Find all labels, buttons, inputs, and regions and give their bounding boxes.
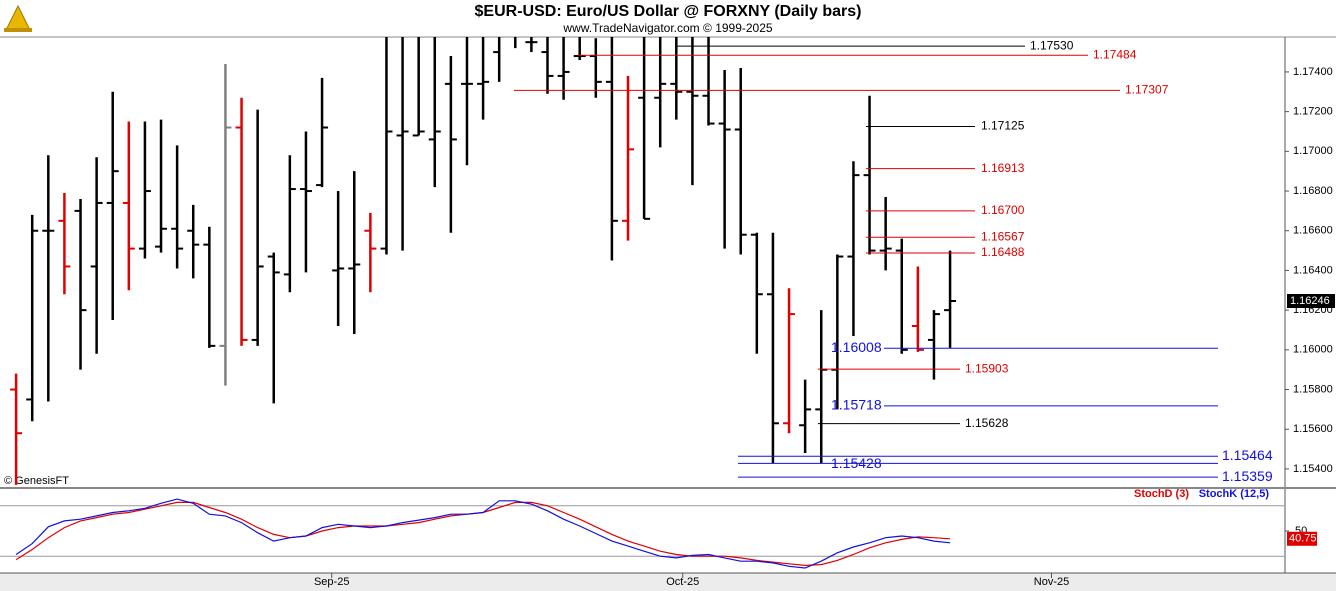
y-tick-label: 1.16000 xyxy=(1293,344,1333,356)
y-tick-label: 1.16800 xyxy=(1293,185,1333,197)
last-value-box xyxy=(1287,531,1317,546)
y-tick-label: 1.17000 xyxy=(1293,145,1333,157)
last-price-label: 1.16246 xyxy=(1290,295,1330,307)
level-label: 1.15359 xyxy=(1222,468,1273,484)
level-label: 1.17530 xyxy=(1030,38,1074,52)
y-tick-label: 1.15800 xyxy=(1293,383,1333,395)
level-label: 1.17125 xyxy=(981,119,1025,133)
price-panel xyxy=(10,37,957,485)
level-label: 1.15903 xyxy=(965,361,1009,375)
level-label: 1.17307 xyxy=(1125,83,1169,97)
y-tick-label: 1.16400 xyxy=(1293,264,1333,276)
level-label: 1.15464 xyxy=(1222,447,1273,463)
level-label: 1.16567 xyxy=(981,229,1025,243)
y-tick-label: 1.15400 xyxy=(1293,463,1333,475)
level-label: 1.16488 xyxy=(981,245,1025,259)
x-tick-label: Nov-25 xyxy=(1034,576,1069,588)
y-tick-label: 1.17200 xyxy=(1293,106,1333,118)
y-tick-label: 1.15600 xyxy=(1293,423,1333,435)
level-label: 1.15628 xyxy=(965,416,1009,430)
level-label: 1.16913 xyxy=(981,161,1025,175)
y-tick-label: 1.17400 xyxy=(1293,66,1333,78)
level-label: 1.15718 xyxy=(831,397,882,413)
watermark: © GenesisFT xyxy=(4,475,69,487)
last-value-label: 40.75 xyxy=(1289,533,1317,545)
x-tick-label: Sep-25 xyxy=(314,576,349,588)
legend-entry: StochK (12,5) xyxy=(1199,488,1270,500)
level-label: 1.15428 xyxy=(831,455,882,471)
logo xyxy=(4,4,32,32)
stoch-panel xyxy=(0,498,1285,569)
chart-subtitle: www.TradeNavigator.com © 1999-2025 xyxy=(562,21,772,35)
panel-separator xyxy=(0,487,1336,489)
last-price-box xyxy=(1287,294,1335,309)
x-axis-band xyxy=(0,573,1336,591)
chart-title: $EUR-USD: Euro/US Dollar @ FORXNY (Daily… xyxy=(475,3,862,20)
legend-entry: StochD (3) xyxy=(1134,488,1189,500)
level-label: 1.17484 xyxy=(1093,47,1137,61)
level-label: 1.16008 xyxy=(831,339,882,355)
level-label: 1.16700 xyxy=(981,203,1025,217)
y-tick-label: 1.16600 xyxy=(1293,225,1333,237)
x-tick-label: Oct-25 xyxy=(666,576,699,588)
axes: 1.154001.156001.158001.160001.162001.164… xyxy=(314,66,1335,588)
stoch-line xyxy=(15,498,951,569)
